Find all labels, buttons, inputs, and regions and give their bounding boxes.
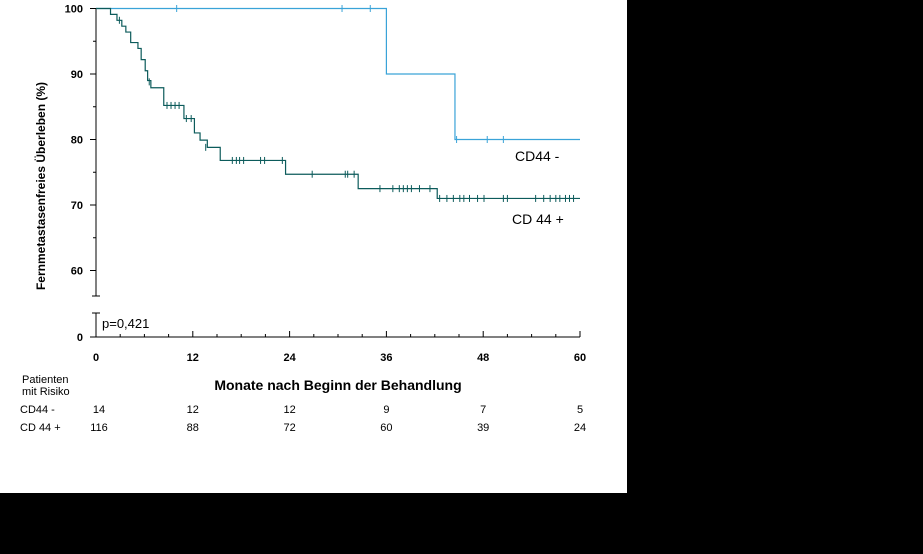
y-tick-label: 0 [77,332,83,344]
x-tick-label: 48 [477,352,489,364]
x-tick-label: 24 [283,352,296,364]
risk-count: 24 [574,422,586,434]
risk-count: 12 [187,404,199,416]
x-tick-label: 0 [93,352,99,364]
risk-table-header: Patienten [22,374,68,386]
survival-curves [96,5,580,202]
series-label-cd44-negative: CD44 - [515,148,560,164]
risk-count: 72 [283,422,295,434]
risk-table-header: mit Risiko [22,386,70,398]
risk-row-label: CD 44 + [20,422,61,434]
risk-row-label: CD44 - [20,404,55,416]
risk-count: 5 [577,404,583,416]
x-axis-title: Monate nach Beginn der Behandlung [214,377,461,393]
survival-curve-cd44-negative [96,7,580,141]
risk-count: 116 [90,422,108,434]
x-tick-label: 36 [380,352,392,364]
risk-count: 14 [93,404,105,416]
p-value-annotation: p=0,421 [102,316,149,331]
y-tick-label: 70 [71,200,83,212]
y-axis-title: Fernmetastasenfreies Überleben (%) [33,82,48,290]
x-tick-label: 12 [187,352,199,364]
y-tick-label: 100 [65,4,83,16]
y-tick-label: 80 [71,135,83,147]
chart-labels: Monate nach Beginn der Behandlung Fernmet… [33,82,564,393]
risk-count: 60 [380,422,392,434]
y-tick-label: 60 [71,266,83,278]
risk-count: 7 [480,404,486,416]
risk-count: 12 [283,404,295,416]
kaplan-meier-chart: 0 12 24 36 48 60 0 60 70 80 90 100 Monate nach Begi… [20,4,586,435]
series-label-cd44-positive: CD 44 + [512,211,564,227]
x-tick-label: 60 [574,352,586,364]
risk-count: 9 [383,404,389,416]
risk-count: 39 [477,422,489,434]
risk-count: 88 [187,422,199,434]
chart-panel: 0 12 24 36 48 60 0 60 70 80 90 100 Monate nach Begi… [0,0,627,493]
y-tick-label: 90 [71,69,83,81]
axes: 0 12 24 36 48 60 0 60 70 80 90 100 [65,4,586,365]
survival-curve-cd44-positive [96,7,580,200]
